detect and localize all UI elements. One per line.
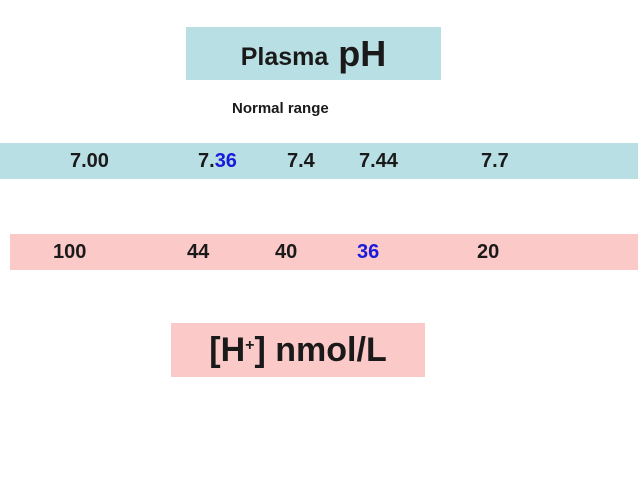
plasma-ph-title: Plasma pH <box>186 27 441 80</box>
ph-value: 7.00 <box>70 150 109 172</box>
ph-value: 7.4 <box>287 150 315 172</box>
unit-charge: + <box>245 337 255 354</box>
unit-close: ] nmol/L <box>254 330 387 369</box>
h-ion-value: 100 <box>53 241 87 263</box>
ph-value-high-normal: 7.44 <box>359 150 398 172</box>
ph-value-low-normal: 7.36 <box>198 143 237 179</box>
title-ph-symbol: pH <box>338 32 387 74</box>
h-ion-unit-label: [H +] nmol/L <box>171 323 425 377</box>
title-word: Plasma <box>240 43 329 71</box>
ph-value-prefix: 7. <box>198 150 215 172</box>
h-ion-value: 40 <box>275 241 298 263</box>
h-ion-value-highlight: 36 <box>357 241 380 263</box>
ph-value-highlight: 36 <box>214 150 237 172</box>
ph-value: 7.7 <box>481 150 509 172</box>
ph-scale-band: 7.00 7.36 7.4 7.44 7.7 <box>0 143 638 179</box>
normal-range-label: Normal range <box>232 100 329 117</box>
unit-open: [H <box>209 330 246 369</box>
h-ion-value: 44 <box>187 241 210 263</box>
h-ion-value: 20 <box>477 241 500 263</box>
h-ion-scale-band: 100 44 40 36 20 <box>10 234 638 270</box>
